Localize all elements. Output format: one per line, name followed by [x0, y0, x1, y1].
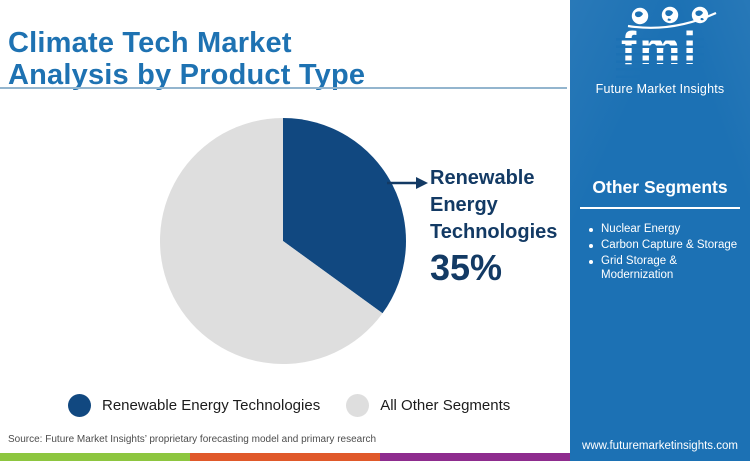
list-item: Nuclear Energy: [589, 223, 739, 237]
fmi-logo: fmi Future Market Insights: [570, 6, 750, 96]
list-item: Carbon Capture & Storage: [589, 239, 739, 253]
page-title: Climate Tech Market Analysis by Product T…: [8, 27, 568, 91]
callout-arrow-icon: [416, 177, 428, 189]
bullet-dot: [589, 259, 593, 264]
legend-dot-other: [346, 394, 370, 417]
page-title-line1: Climate Tech Market: [8, 27, 292, 60]
globe-europe-icon: [661, 6, 679, 24]
segment-label: Nuclear Energy: [601, 223, 681, 235]
footer-stripe: [0, 453, 570, 461]
footer-stripe-purple: [380, 453, 570, 461]
callout-label-line: Renewable: [430, 167, 535, 189]
brand-sidebar: fmi Future Market Insights Other Segment…: [570, 0, 750, 461]
legend-label: Renewable Energy Technologies: [102, 397, 321, 414]
chart-legend: Renewable Energy Technologies All Other …: [68, 394, 510, 417]
pie-slice-0: [283, 118, 406, 314]
segment-label: Grid Storage & Modernization: [601, 255, 678, 281]
callout-value: 35%: [430, 247, 503, 288]
fmi-wordmark: fmi: [616, 25, 704, 81]
legend-item-other: All Other Segments: [346, 394, 510, 417]
globe-asia-icon: [691, 6, 709, 24]
logo-globes: [627, 6, 717, 29]
source-note: Source: Future Market Insights’ propriet…: [8, 434, 377, 445]
fmi-text: fmi: [621, 22, 699, 74]
other-segments-underline: [580, 207, 740, 209]
footer-stripe-orange: [190, 453, 380, 461]
callout-label-line: Energy: [430, 194, 498, 216]
page-title-line2: Analysis by Product Type: [8, 59, 366, 92]
legend-label: All Other Segments: [380, 397, 511, 414]
callout-label-line: Technologies: [430, 221, 558, 243]
bullet-dot: [589, 227, 593, 232]
header-divider: [0, 87, 567, 89]
list-item: Grid Storage & Modernization: [589, 255, 739, 282]
legend-dot-renewable: [68, 394, 91, 417]
globe-americas-icon: [631, 7, 649, 25]
pie-callout: Renewable Energy Technologies 35%: [430, 165, 557, 288]
pie-slice-1: [159, 118, 383, 364]
bullet-dot: [589, 243, 593, 248]
website-url: www.futuremarketinsights.com: [582, 440, 738, 452]
pie-slices: [159, 118, 406, 364]
other-segments-heading: Other Segments: [592, 177, 728, 197]
logo-subtitle: Future Market Insights: [595, 82, 725, 96]
segment-label: Carbon Capture & Storage: [601, 239, 738, 251]
other-segments-list: Nuclear Energy Carbon Capture & Storage …: [589, 223, 739, 282]
footer-stripe-green: [0, 453, 190, 461]
legend-item-renewable: Renewable Energy Technologies: [68, 394, 320, 417]
